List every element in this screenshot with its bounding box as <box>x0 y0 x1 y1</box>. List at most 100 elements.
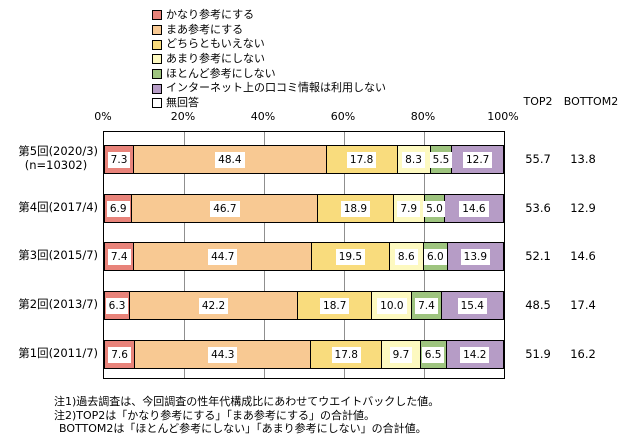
bottom2-value: 13.8 <box>570 152 596 166</box>
row-label: 第1回(2011/7) <box>18 346 98 360</box>
segment-value-label: 18.7 <box>320 297 350 314</box>
bar-segment: 17.8 <box>311 341 383 368</box>
bottom2-header: BOTTOM2 <box>563 95 619 108</box>
segment-value-label: 6.3 <box>105 297 129 314</box>
bar-segment: 44.7 <box>134 243 313 270</box>
bar-segment: 7.4 <box>412 292 442 319</box>
bar-segment: 6.5 <box>420 341 447 368</box>
bottom2-value: 12.9 <box>570 201 596 215</box>
bar-segment: 7.6 <box>105 341 136 368</box>
segment-value-label: 44.7 <box>208 248 238 265</box>
segment-value-label: 42.2 <box>198 297 229 314</box>
top2-value: 51.9 <box>525 347 551 361</box>
x-axis-tick-label: 80% <box>410 110 436 123</box>
segment-value-label: 14.6 <box>459 200 489 217</box>
legend-swatch-icon <box>152 83 162 94</box>
segment-value-label: 19.5 <box>335 248 366 265</box>
row-label: 第3回(2015/7) <box>18 248 98 262</box>
segment-value-label: 46.7 <box>210 200 240 217</box>
segment-value-label: 48.4 <box>215 151 245 168</box>
legend-swatch-icon <box>152 54 162 65</box>
segment-value-label: 14.2 <box>460 346 490 363</box>
bar-segment: 44.3 <box>135 341 312 368</box>
segment-value-label: 6.9 <box>106 200 130 217</box>
bottom2-value: 16.2 <box>570 347 596 361</box>
bar-segment: 5.5 <box>429 146 453 173</box>
bar-segment: 14.6 <box>444 195 503 222</box>
bar-segment: 48.4 <box>134 146 327 173</box>
legend-swatch-icon <box>152 25 162 36</box>
footnotes: 注1)過去調査は、今回調査の性年代構成比にあわせてウエイトバックした値。 注2)T… <box>54 395 439 436</box>
bar-segment: 46.7 <box>132 195 319 222</box>
segment-value-label: 10.0 <box>377 297 407 314</box>
bar-segment: 5.0 <box>423 195 446 222</box>
segment-value-label: 5.0 <box>423 200 446 217</box>
top2-value: 48.5 <box>525 298 551 312</box>
legend-label: あまり参考にしない <box>166 52 265 66</box>
segment-value-label: 17.8 <box>346 151 377 168</box>
x-axis-tick-label: 40% <box>250 110 276 123</box>
segment-value-label: 7.4 <box>415 297 438 314</box>
legend-swatch-icon <box>152 39 162 50</box>
bar-segment: 8.3 <box>397 146 431 173</box>
bar-segment: 6.9 <box>105 195 133 222</box>
bar-row: 6.3 42.2 18.7 10.0 7.4 15.4 <box>104 291 504 320</box>
bar-segment: 17.8 <box>326 146 398 173</box>
legend-label: どちらともいえない <box>166 37 265 51</box>
segment-value-label: 15.4 <box>457 297 487 314</box>
bar-segment: 6.0 <box>423 243 448 270</box>
legend-item: まあ参考にする <box>152 23 386 38</box>
top2-value: 52.1 <box>525 249 551 263</box>
row-label: 第5回(2020/3) (n=10302) <box>0 144 98 172</box>
bar-row: 7.6 44.3 17.8 9.7 6.5 14.2 <box>104 340 504 369</box>
legend-label: インターネット上の口コミ情報は利用しない <box>166 81 386 95</box>
bar-segment: 9.7 <box>382 341 421 368</box>
legend-item: どちらともいえない <box>152 37 386 52</box>
bar-row: 7.4 44.7 19.5 8.6 6.0 13.9 <box>104 242 504 271</box>
legend-item: ほとんど参考にしない <box>152 67 386 82</box>
segment-value-label: 6.5 <box>421 346 445 363</box>
bar-segment: 8.6 <box>389 243 424 270</box>
legend-item: あまり参考にしない <box>152 52 386 67</box>
segment-value-label: 7.4 <box>107 248 131 265</box>
row-label-text: 第5回(2020/3) <box>18 144 98 158</box>
footnote-line: BOTTOM2は「ほとんど参考にしない」「あまり参考にしない」の合計値。 <box>59 422 427 436</box>
bar-segment: 7.4 <box>105 243 135 270</box>
bar-row: 6.9 46.7 18.9 7.9 5.0 14.6 <box>104 194 504 223</box>
row-label: 第4回(2017/4) <box>18 200 98 214</box>
legend-item: インターネット上の口コミ情報は利用しない <box>152 81 386 96</box>
top2-value: 55.7 <box>525 152 551 166</box>
legend-label: ほとんど参考にしない <box>166 66 276 80</box>
segment-value-label: 7.6 <box>108 346 131 363</box>
legend: かなり参考にする まあ参考にする どちらともいえない あまり参考にしない ほとんど参考に… <box>152 8 386 111</box>
bar-segment: 7.9 <box>393 195 425 222</box>
bar-segment: 18.9 <box>318 195 394 222</box>
legend-swatch-icon <box>152 98 162 109</box>
bar-segment: 19.5 <box>312 243 390 270</box>
bottom2-value: 17.4 <box>570 298 596 312</box>
bar-segment: 10.0 <box>372 292 413 319</box>
x-axis-tick-label: 0% <box>94 110 112 123</box>
legend-swatch-icon <box>152 69 162 80</box>
segment-value-label: 9.7 <box>389 346 413 363</box>
plot-area: 7.3 48.4 17.8 8.3 5.5 12.7 6.9 46.7 18.9 7.9 5.0 14… <box>103 131 505 379</box>
x-axis-tick-label: 20% <box>170 110 196 123</box>
bar-row: 7.3 48.4 17.8 8.3 5.5 12.7 <box>104 145 504 174</box>
segment-value-label: 7.9 <box>397 200 421 217</box>
segment-value-label: 5.5 <box>429 151 453 168</box>
bar-segment: 12.7 <box>452 146 503 173</box>
legend-item: かなり参考にする <box>152 8 386 23</box>
segment-value-label: 6.0 <box>423 248 447 265</box>
segment-value-label: 44.3 <box>208 346 238 363</box>
x-axis-tick-label: 100% <box>487 110 519 123</box>
top2-header: TOP2 <box>523 95 553 108</box>
bar-segment: 18.7 <box>298 292 373 319</box>
bar-segment: 14.2 <box>446 341 503 368</box>
row-label: 第2回(2013/7) <box>18 297 98 311</box>
segment-value-label: 18.9 <box>340 200 371 217</box>
legend-swatch-icon <box>152 10 162 21</box>
footnote-line: 注2)TOP2は「かなり参考にする」「まあ参考にする」の合計値。 <box>54 408 376 422</box>
bar-segment: 6.3 <box>105 292 131 319</box>
bar-segment: 42.2 <box>130 292 299 319</box>
